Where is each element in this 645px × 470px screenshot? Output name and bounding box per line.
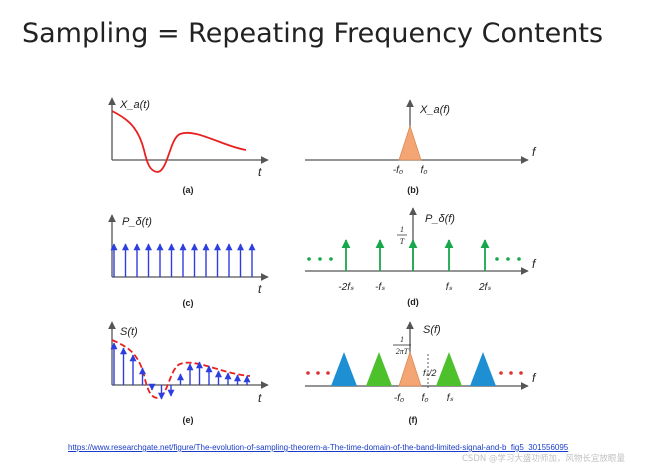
panel-e-sampled-impulses — [110, 342, 251, 400]
panel-c-ylabel: P_δ(t) — [122, 216, 152, 228]
watermark: CSDN @学习大盛功师加，风物长宜放眼量 — [462, 454, 625, 464]
panel-f-xlabel: f — [532, 371, 537, 385]
panel-d-ylabel: P_δ(f) — [425, 213, 455, 225]
panel-f-tick-f0: f₀ — [422, 393, 429, 404]
panel-a-ylabel: X_a(t) — [119, 99, 150, 111]
panel-f-ylabel: S(f) — [423, 324, 441, 336]
panel-c-xlabel: t — [258, 282, 262, 296]
panel-f-amp-denominator: 2πT — [396, 347, 409, 356]
panel-f-ellipsis-left — [306, 371, 330, 375]
panel-d-caption: (d) — [407, 297, 419, 307]
panel-f-base-triangle — [398, 350, 422, 387]
panel-b-caption: (b) — [407, 185, 419, 195]
panel-e: S(t) t (e) — [108, 321, 269, 425]
panel-a: X_a(t) t (a) — [108, 97, 269, 195]
panel-c-caption: (c) — [183, 298, 194, 308]
panel-d-xlabel: f — [532, 257, 537, 271]
panel-f-replica-triangle — [470, 352, 496, 386]
panel-f-replica-triangle — [366, 352, 392, 386]
panel-b-xlabel: f — [532, 145, 537, 159]
panel-f-tick-fs: fₛ — [447, 393, 454, 404]
panel-d-amp-numerator: 1 — [400, 225, 404, 234]
panel-d-tick-neg-2fs: -2fₛ — [338, 282, 354, 293]
panel-e-xlabel: t — [258, 391, 262, 405]
panel-d-ellipsis-left — [307, 257, 333, 261]
panel-f-amp-numerator: 1 — [400, 335, 404, 344]
panel-f-replica-triangle — [436, 352, 462, 386]
panel-f-caption: (f) — [409, 415, 418, 425]
panel-d-tick-fs: fₛ — [446, 282, 453, 293]
panel-b: X_a(f) f -f₀ f₀ (b) — [305, 99, 537, 195]
panel-a-xlabel: t — [258, 165, 262, 179]
panel-f-ellipsis-right — [499, 371, 523, 375]
panel-f-tick-neg-f0: -f₀ — [394, 393, 404, 404]
panel-e-ylabel: S(t) — [120, 326, 138, 338]
panel-a-signal-curve — [111, 110, 247, 173]
panel-c: P_δ(t) t (c) — [108, 214, 269, 308]
panel-a-caption: (a) — [183, 185, 194, 195]
panel-f: 1 2πT S(f) fₛ/2 f -f₀ f₀ fₛ (f) — [305, 321, 537, 425]
panel-d-tick-neg-fs: -fₛ — [375, 282, 385, 293]
panel-b-spectrum-triangle — [398, 124, 422, 161]
panel-f-replica-triangle — [331, 352, 357, 386]
panel-b-ylabel: X_a(f) — [419, 104, 450, 116]
slide-title: Sampling = Repeating Frequency Contents — [22, 18, 604, 49]
panel-e-caption: (e) — [183, 415, 194, 425]
panel-f-nyquist-label: fₛ/2 — [423, 368, 436, 378]
source-link[interactable]: https://www.researchgate.net/figure/The-… — [68, 443, 569, 452]
panel-b-tick-neg-f0: -f₀ — [393, 165, 403, 176]
panel-c-impulse-train — [110, 243, 256, 277]
panel-b-tick-f0: f₀ — [421, 165, 428, 176]
panel-d-ellipsis-right — [495, 257, 521, 261]
panel-d-tick-2fs: 2fₛ — [478, 282, 491, 293]
panel-d-amp-denominator: T — [400, 237, 405, 246]
panel-d: 1 T P_δ(f) f -2fₛ -fₛ fₛ 2fₛ (d) — [305, 207, 537, 307]
